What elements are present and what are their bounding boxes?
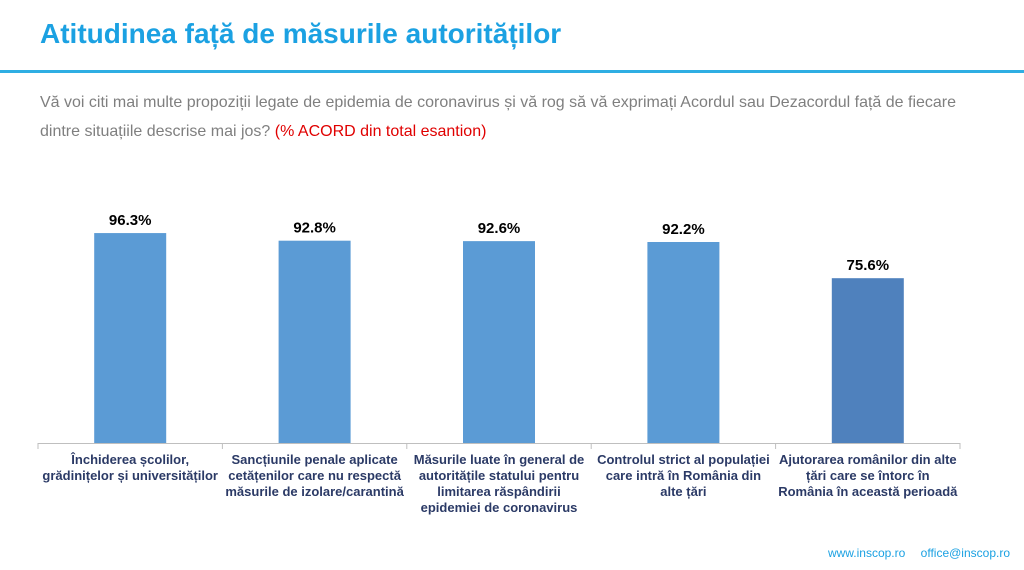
category-label: Ajutorarea românilor din alte țări care … xyxy=(778,452,958,499)
intro-highlight: (% ACORD din total esantion) xyxy=(274,123,487,140)
footer: www.inscop.ro office@inscop.ro xyxy=(816,546,1010,560)
footer-website[interactable]: www.inscop.ro xyxy=(827,546,906,560)
intro-question: Vă voi citi mai multe propoziții legate … xyxy=(40,94,957,140)
intro-text: Vă voi citi mai multe propoziții legate … xyxy=(40,88,990,146)
category-label: Sancțiunile penale aplicate cetățenilor … xyxy=(225,452,404,499)
data-label: 92.2% xyxy=(662,221,705,238)
category-label: Controlul strict al populației care intr… xyxy=(597,452,770,499)
data-label: 92.6% xyxy=(478,220,521,237)
data-label: 92.8% xyxy=(293,220,336,237)
bar xyxy=(831,278,904,443)
bar xyxy=(647,242,720,443)
category-label: Măsurile luate în general de autoritățil… xyxy=(413,452,585,515)
data-label: 75.6% xyxy=(847,257,890,274)
bar-chart: 96.3% 92.8% 92.6% 92.2% 75.6% xyxy=(37,212,961,449)
footer-email[interactable]: office@inscop.ro xyxy=(920,546,1010,560)
category-label: Închiderea școlilor, grădinițelor și uni… xyxy=(42,452,218,483)
data-label: 96.3% xyxy=(109,212,152,229)
bar xyxy=(94,233,167,443)
bar xyxy=(278,240,351,443)
bar xyxy=(463,241,535,443)
title-divider xyxy=(0,70,1024,73)
page-title: Atitudinea față de măsurile autoritățilo… xyxy=(40,18,562,49)
